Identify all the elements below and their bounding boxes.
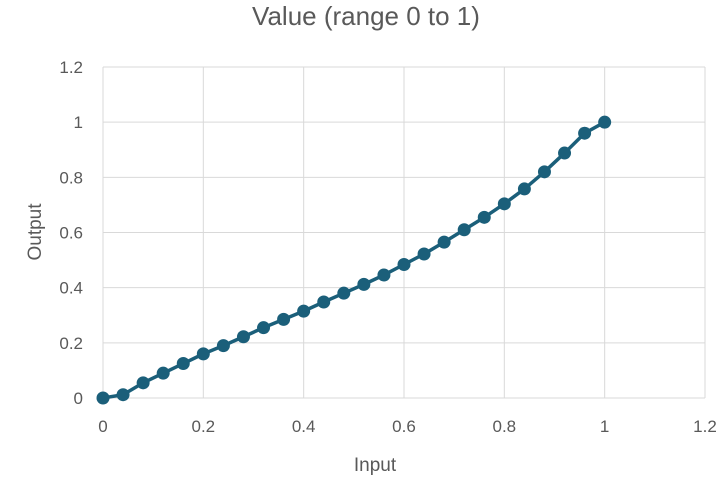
y-tick-label: 1 <box>74 113 83 132</box>
data-point <box>477 210 491 224</box>
y-tick-label: 1.2 <box>59 58 83 77</box>
y-tick-label: 0 <box>74 389 83 408</box>
chart-title: Value (range 0 to 1) <box>252 1 480 31</box>
data-point <box>377 268 391 282</box>
data-point <box>357 277 371 291</box>
data-point <box>176 357 190 371</box>
data-point <box>216 339 230 353</box>
x-tick-label: 1.2 <box>693 417 717 436</box>
series-layer <box>96 115 612 405</box>
data-point <box>96 391 110 405</box>
data-point <box>497 197 511 211</box>
data-point <box>397 257 411 271</box>
y-tick-label: 0.6 <box>59 224 83 243</box>
y-tick-label: 0.4 <box>59 279 83 298</box>
data-point <box>437 235 451 249</box>
y-tick-label: 0.2 <box>59 334 83 353</box>
data-point <box>578 126 592 140</box>
data-point <box>417 247 431 261</box>
x-tick-label: 0.8 <box>493 417 517 436</box>
data-point <box>317 295 331 309</box>
data-point <box>337 286 351 300</box>
data-point <box>136 376 150 390</box>
data-point <box>277 312 291 326</box>
data-point <box>537 165 551 179</box>
data-point <box>156 366 170 380</box>
grid-lines <box>102 66 706 399</box>
y-axis-label: Output <box>25 203 46 261</box>
x-tick-label: 0.6 <box>392 417 416 436</box>
x-tick-label: 0.2 <box>192 417 216 436</box>
x-axis-label: Input <box>354 455 397 476</box>
data-point <box>116 388 130 402</box>
x-tick-label: 0 <box>98 417 107 436</box>
y-axis-ticks: 0 0.2 0.4 0.6 0.8 1 1.2 <box>59 58 83 408</box>
data-point <box>236 330 250 344</box>
data-point <box>196 347 210 361</box>
data-point <box>297 304 311 318</box>
series-line <box>101 120 607 400</box>
data-point <box>517 182 531 196</box>
x-tick-label: 0.4 <box>292 417 316 436</box>
y-tick-label: 0.8 <box>59 168 83 187</box>
data-point <box>598 115 612 129</box>
data-point <box>257 321 271 335</box>
x-axis-ticks: 0 0.2 0.4 0.6 0.8 1 1.2 <box>98 417 717 436</box>
data-point <box>457 223 471 237</box>
data-point <box>558 146 572 160</box>
x-tick-label: 1 <box>600 417 609 436</box>
